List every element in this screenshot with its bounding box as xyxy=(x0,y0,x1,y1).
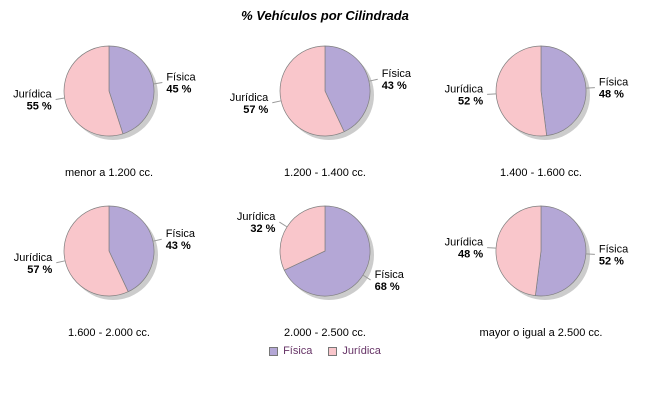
pie-slice-fisica xyxy=(534,205,587,297)
pie-slice-fisica xyxy=(283,205,371,297)
leader-line xyxy=(152,238,162,242)
pie-caption: 1.200 - 1.400 cc. xyxy=(284,167,366,179)
pie-slice-juridica xyxy=(63,45,124,137)
leader-line xyxy=(487,93,497,95)
pie-cell-5: Física 52 % Jurídica 48 % mayor o igual a 2.… xyxy=(433,185,649,339)
legend-swatch-fisica xyxy=(269,346,279,356)
slice-label-juridica: Jurídica 48 % xyxy=(445,237,484,261)
leader-line xyxy=(487,247,497,249)
slice-label-juridica: Jurídica 55 % xyxy=(13,88,52,112)
slice-label-fisica: Física 43 % xyxy=(166,228,196,252)
slice-label-juridica: Jurídica 52 % xyxy=(445,83,484,107)
leader-line xyxy=(362,274,371,281)
slice-label-fisica: Física 45 % xyxy=(166,72,196,96)
pie-slice-fisica xyxy=(540,45,587,137)
legend-item-juridica: Jurídica xyxy=(328,345,381,357)
pie-slice-juridica xyxy=(495,205,542,297)
slice-label-juridica: Jurídica 57 % xyxy=(230,92,269,116)
pie-chart-0: Física 45 % Jurídica 55 % xyxy=(13,45,197,140)
pie-slice-juridica xyxy=(63,205,129,297)
leader-line xyxy=(153,82,163,85)
pie-chart-5: Física 52 % Jurídica 48 % xyxy=(445,205,629,300)
slice-label-juridica: Jurídica 32 % xyxy=(237,211,276,235)
pie-chart-4: Física 68 % Jurídica 32 % xyxy=(237,205,405,300)
pie-slice-fisica xyxy=(108,45,155,135)
pie-grid: Física 45 % Jurídica 55 % menor a 1.200 cc. F… xyxy=(0,25,650,339)
legend-swatch-juridica xyxy=(328,346,338,356)
slice-label-juridica: Jurídica 57 % xyxy=(14,252,53,276)
leader-line xyxy=(279,221,288,228)
pie-slice-juridica xyxy=(279,45,345,137)
leader-line xyxy=(272,100,282,104)
leader-line xyxy=(368,78,378,82)
leader-line xyxy=(56,260,66,264)
pie-cell-1: Física 43 % Jurídica 57 % 1.200 - 1.400 cc. xyxy=(217,25,433,179)
pie-chart-3: Física 43 % Jurídica 57 % xyxy=(14,205,196,300)
pie-cell-2: Física 48 % Jurídica 52 % 1.400 - 1.600 cc. xyxy=(433,25,649,179)
legend-item-fisica: Física xyxy=(269,345,312,357)
pie-cell-0: Física 45 % Jurídica 55 % menor a 1.200 cc. xyxy=(1,25,217,179)
leader-line xyxy=(585,253,595,255)
legend-label: Jurídica xyxy=(342,345,381,357)
pie-slice-juridica xyxy=(495,45,548,137)
pie-chart-1: Física 43 % Jurídica 57 % xyxy=(230,45,412,140)
pie-slice-juridica xyxy=(279,205,326,271)
legend-label: Física xyxy=(283,345,313,357)
pie-caption: menor a 1.200 cc. xyxy=(64,167,154,179)
pie-caption: 1.600 - 2.000 cc. xyxy=(68,327,150,339)
pie-chart-2: Física 48 % Jurídica 52 % xyxy=(445,45,629,140)
slice-label-fisica: Física 52 % xyxy=(599,243,629,267)
leader-line xyxy=(55,97,65,100)
pie-caption: 1.400 - 1.600 cc. xyxy=(500,167,582,179)
slice-label-fisica: Física 48 % xyxy=(599,77,629,101)
slice-label-fisica: Física 68 % xyxy=(375,269,405,293)
chart-title: % Vehículos por Cilindrada xyxy=(241,8,409,23)
pie-cell-3: Física 43 % Jurídica 57 % 1.600 - 2.000 cc. xyxy=(1,185,217,339)
leader-line xyxy=(585,87,595,89)
pie-caption: 2.000 - 2.500 cc. xyxy=(284,327,366,339)
chart-legend: Física Jurídica xyxy=(0,345,650,357)
pie-cell-4: Física 68 % Jurídica 32 % 2.000 - 2.500 cc. xyxy=(217,185,433,339)
pie-caption: mayor o igual a 2.500 cc. xyxy=(479,327,603,339)
slice-label-fisica: Física 43 % xyxy=(382,68,412,92)
